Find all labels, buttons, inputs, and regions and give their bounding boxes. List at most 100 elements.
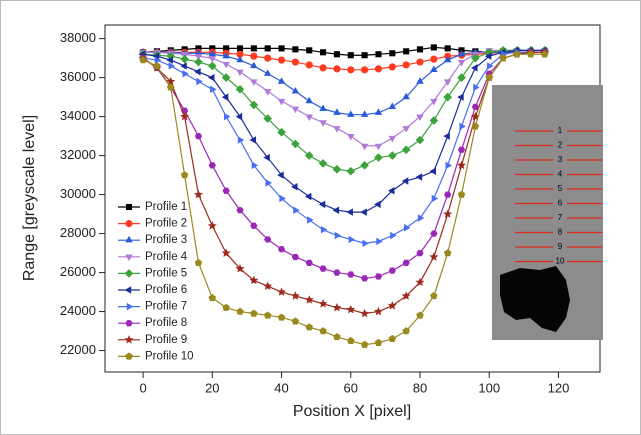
legend-marker	[125, 254, 133, 262]
data-point	[402, 259, 410, 266]
data-point	[374, 306, 383, 316]
data-point	[207, 73, 215, 82]
data-point	[360, 308, 370, 318]
data-point	[333, 51, 340, 58]
data-point	[208, 293, 217, 302]
series	[139, 48, 549, 151]
data-point	[153, 61, 161, 70]
inset-label: 4	[558, 170, 563, 179]
inset-label-box	[553, 257, 567, 266]
data-point	[166, 56, 173, 64]
data-point	[361, 275, 369, 282]
data-point	[374, 108, 383, 115]
data-point	[347, 133, 355, 141]
data-point	[415, 135, 425, 145]
data-point	[249, 275, 259, 285]
x-axis-label: Position X [pixel]	[293, 403, 411, 420]
data-point	[403, 224, 411, 232]
data-point	[430, 55, 438, 63]
data-point	[347, 52, 354, 59]
data-point	[319, 64, 327, 72]
data-point	[235, 264, 245, 273]
data-point	[430, 292, 438, 300]
inset-label: 2	[558, 141, 563, 150]
data-point	[263, 281, 273, 291]
data-point	[251, 161, 259, 170]
data-point	[457, 190, 466, 198]
data-point	[416, 77, 424, 84]
data-point	[471, 122, 480, 130]
legend-label: Profile 3	[145, 234, 187, 246]
data-point	[210, 85, 217, 94]
data-point	[236, 207, 244, 214]
data-point	[401, 291, 411, 300]
data-point	[180, 62, 187, 70]
inset-label-box	[553, 184, 567, 194]
data-point	[319, 265, 327, 272]
data-point	[443, 209, 453, 218]
data-point	[388, 135, 397, 143]
data-point	[263, 69, 272, 76]
data-point	[361, 66, 369, 74]
legend-label: Profile 9	[145, 334, 187, 346]
legend-marker	[124, 286, 132, 294]
data-point	[375, 51, 382, 58]
data-point	[180, 171, 189, 179]
y-tick-label: 34000	[60, 108, 96, 123]
data-point	[430, 65, 438, 72]
inset-label: 7	[558, 213, 563, 222]
data-point	[196, 77, 203, 86]
data-point	[223, 45, 230, 52]
data-point	[167, 83, 175, 91]
data-point	[431, 194, 439, 203]
y-axis-label: Range [greyscale level]	[21, 115, 38, 281]
data-point	[374, 273, 383, 280]
data-point	[390, 231, 397, 240]
data-point	[250, 45, 257, 52]
data-point	[221, 93, 229, 101]
inset-label: 3	[558, 155, 563, 164]
x-tick-label: 80	[413, 380, 427, 395]
data-point	[459, 122, 466, 131]
data-point	[222, 51, 230, 59]
data-point	[194, 57, 203, 67]
series-line	[142, 51, 545, 244]
data-point	[304, 295, 314, 304]
data-point	[360, 161, 369, 170]
data-point	[263, 89, 272, 96]
x-tick-label: 40	[274, 380, 288, 395]
data-point	[457, 73, 466, 82]
data-point	[320, 225, 328, 234]
data-point	[360, 143, 369, 151]
data-point	[388, 102, 397, 110]
inset-label: 10	[556, 257, 565, 266]
data-point	[347, 271, 355, 278]
data-point	[347, 110, 355, 117]
data-point	[473, 83, 480, 92]
data-point	[333, 126, 341, 133]
data-point	[292, 46, 299, 53]
data-point	[277, 56, 286, 64]
data-point	[457, 59, 466, 67]
y-tick-label: 24000	[60, 303, 96, 318]
data-point	[401, 145, 411, 155]
data-point	[443, 92, 453, 102]
data-point	[471, 103, 479, 110]
series-line	[142, 51, 545, 280]
y-tick-label: 36000	[60, 69, 96, 84]
data-point	[457, 93, 464, 101]
data-point	[444, 191, 452, 198]
data-point	[387, 301, 397, 310]
data-point	[264, 54, 272, 62]
data-point	[263, 311, 272, 319]
data-point	[346, 166, 356, 176]
data-point	[291, 317, 300, 325]
data-point	[237, 136, 245, 144]
data-point	[333, 65, 341, 73]
data-point	[443, 249, 452, 257]
data-point	[487, 62, 494, 70]
inset-label: 8	[558, 228, 563, 237]
x-tick-label: 0	[139, 380, 146, 395]
data-point	[222, 187, 230, 194]
